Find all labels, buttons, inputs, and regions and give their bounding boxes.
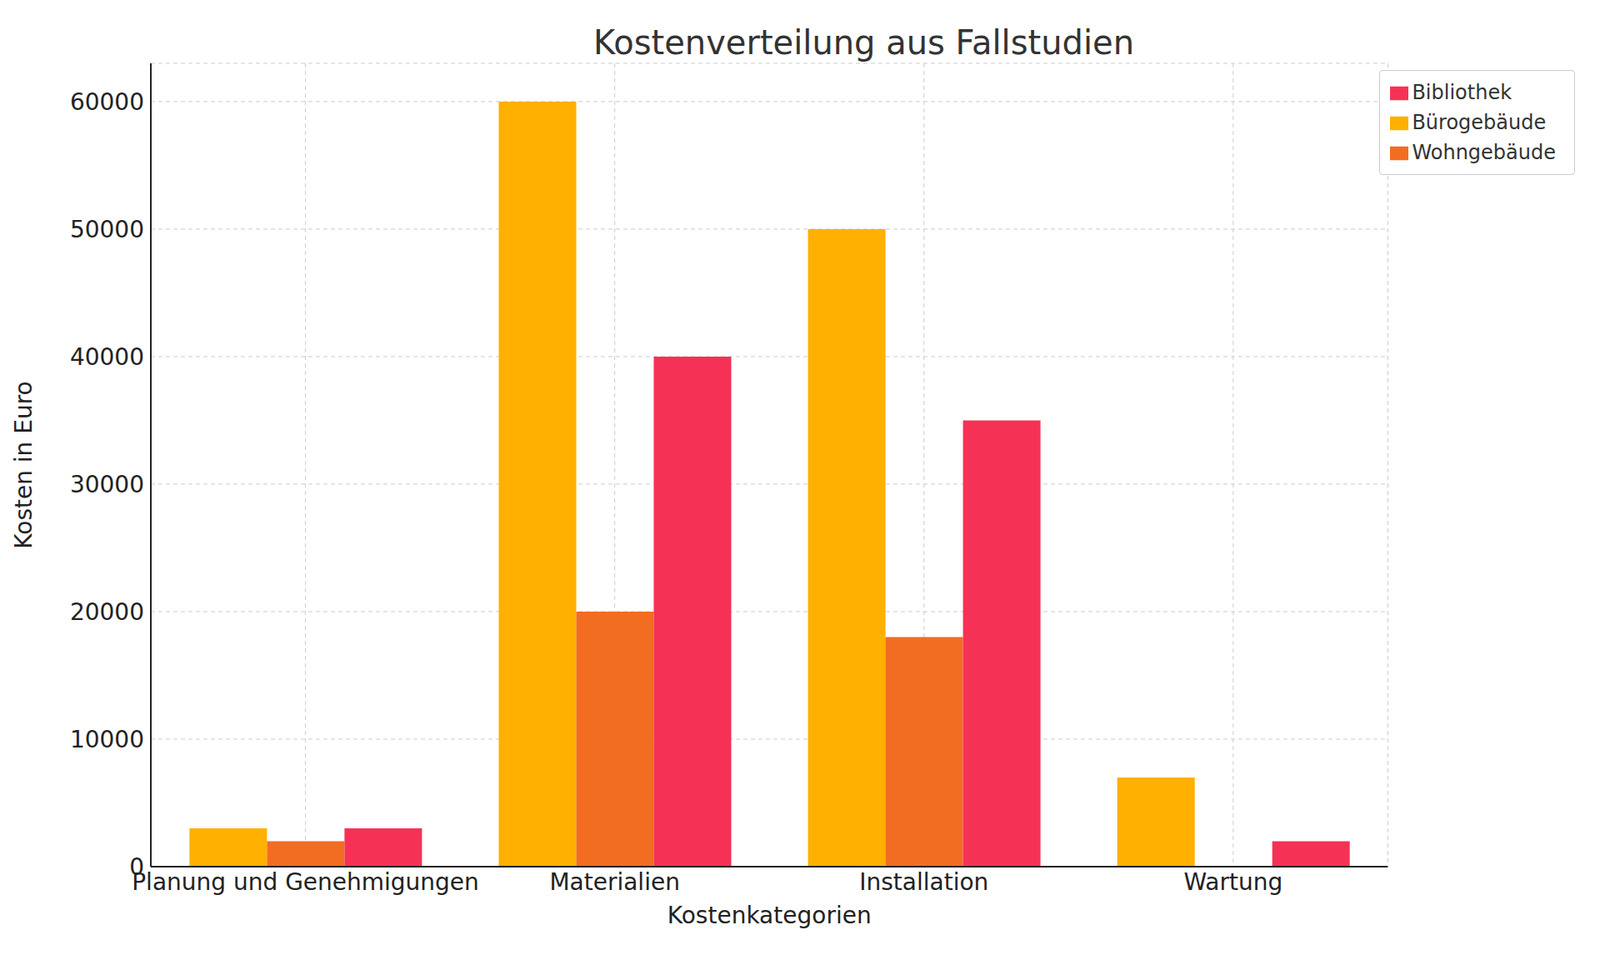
svg-text:40000: 40000 [70,343,145,371]
svg-text:Planung und Genehmigungen: Planung und Genehmigungen [131,868,480,896]
svg-text:Wartung: Wartung [1183,868,1283,896]
html-text:Wohngebäude: Wohngebäude [1412,140,1556,165]
svg-text:10000: 10000 [70,725,145,754]
svg-text:Kostenkategorien: Kostenkategorien [667,901,872,930]
html-text:Kostenverteilung aus Fallstudi: Kostenverteilung aus Fallstudien [593,23,1135,62]
svg-text:0: 0 [129,853,145,881]
svg-text:20000: 20000 [70,598,145,626]
html-text:Bürogebäude: Bürogebäude [1412,110,1547,135]
svg-text:60000: 60000 [70,88,145,116]
svg-text:30000: 30000 [70,470,145,499]
svg-text:Materialien: Materialien [549,868,680,896]
svg-text:Kosten in Euro: Kosten in Euro [10,380,38,549]
svg-text:Installation: Installation [859,868,989,896]
html-text:Bibliothek: Bibliothek [1412,80,1512,105]
svg-text:50000: 50000 [70,215,145,244]
